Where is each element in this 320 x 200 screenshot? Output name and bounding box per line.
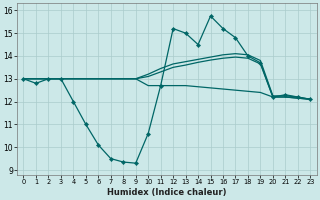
X-axis label: Humidex (Indice chaleur): Humidex (Indice chaleur) bbox=[107, 188, 227, 197]
